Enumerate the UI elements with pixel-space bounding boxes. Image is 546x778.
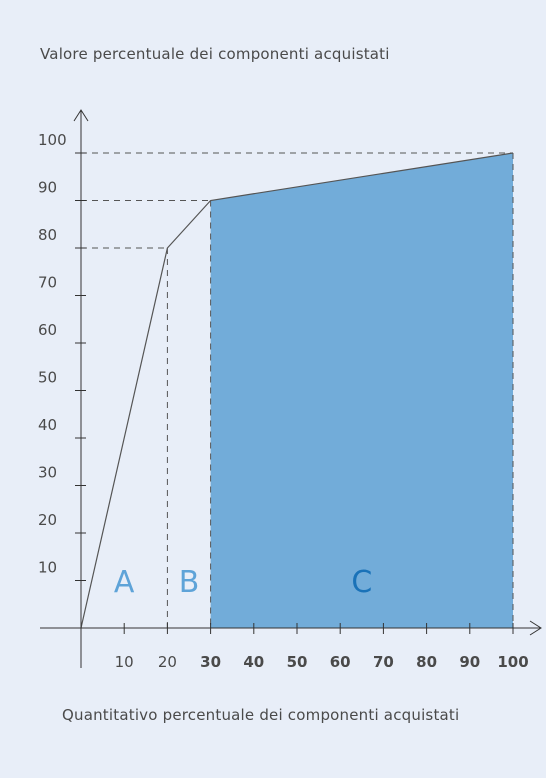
shaded-area-group	[210, 153, 513, 628]
x-tick-label-100: 100	[497, 653, 528, 671]
y-tick-label-70: 70	[38, 274, 57, 292]
zone-label-b: B	[179, 565, 200, 600]
x-axis-label: Quantitativo percentuale dei componenti …	[62, 706, 460, 724]
shaded-area-c	[210, 153, 513, 628]
zone-label-a: A	[114, 565, 135, 600]
zone-labels-group: A B C	[114, 565, 372, 600]
x-tick-label-80: 80	[416, 653, 437, 671]
y-axis-arrowhead	[73, 109, 89, 122]
y-tick-label-90: 90	[38, 179, 57, 197]
y-tick-label-20: 20	[38, 511, 57, 529]
y-tick-label-50: 50	[38, 369, 57, 387]
x-tick-label-90: 90	[459, 653, 480, 671]
reference-lines-group	[81, 152, 514, 628]
zone-label-c: C	[351, 565, 372, 600]
y-tick-label-60: 60	[38, 321, 57, 339]
x-tick-label-50: 50	[287, 653, 308, 671]
y-tick-label-30: 30	[38, 464, 57, 482]
chart-title: Valore percentuale dei componenti acquis…	[40, 45, 390, 63]
x-tick-label-10: 10	[115, 653, 134, 671]
series-line	[80, 152, 514, 629]
x-tick-label-20: 20	[158, 653, 177, 671]
axes-group	[40, 109, 542, 668]
x-tick-label-70: 70	[373, 653, 394, 671]
y-tick-label-80: 80	[38, 226, 57, 244]
y-tick-label-40: 40	[38, 416, 57, 434]
y-tick-label-10: 10	[38, 559, 57, 577]
ticks-group: 10 20 30 40 50 60 70 80 90 100 10 20 30 40 50 60 70 80 90 1…	[38, 131, 529, 671]
x-tick-label-60: 60	[330, 653, 351, 671]
x-axis-arrowhead	[529, 620, 542, 636]
y-tick-label-100: 100	[38, 131, 67, 149]
series-line-group	[80, 152, 514, 629]
x-tick-label-30: 30	[200, 653, 221, 671]
x-tick-label-40: 40	[243, 653, 264, 671]
